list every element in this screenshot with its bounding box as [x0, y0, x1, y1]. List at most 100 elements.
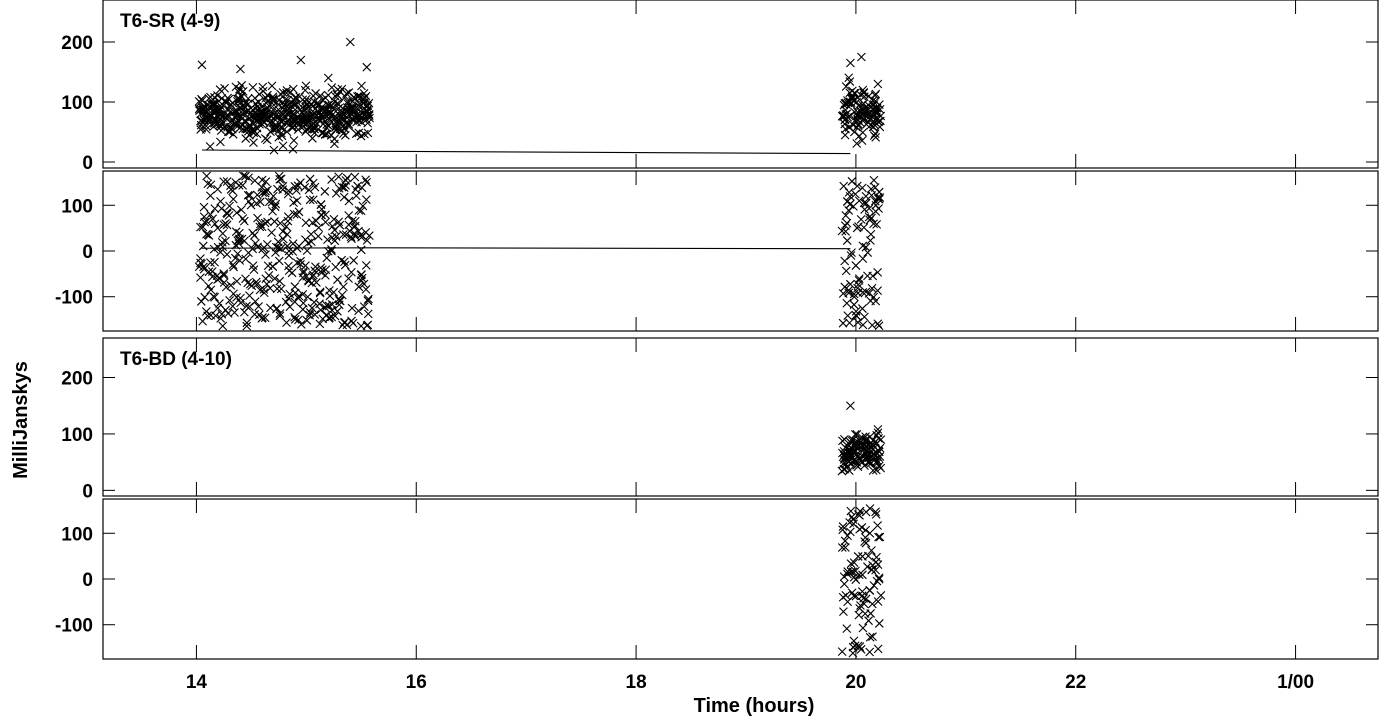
data-point — [847, 248, 856, 257]
data-point — [274, 256, 284, 266]
data-point — [837, 543, 847, 552]
data-point — [309, 297, 319, 307]
data-point — [308, 178, 318, 188]
subplot-frame — [102, 498, 1379, 660]
y-tick-label: -100 — [55, 616, 93, 637]
data-point — [287, 268, 297, 278]
data-point — [845, 445, 855, 455]
data-point — [846, 58, 855, 68]
data-point — [270, 274, 280, 283]
data-point — [289, 209, 299, 219]
data-point — [243, 94, 253, 103]
data-point — [261, 177, 271, 187]
data-point — [860, 312, 869, 322]
data-point — [323, 73, 333, 83]
data-point — [854, 196, 864, 206]
data-point — [848, 567, 858, 577]
data-point — [842, 298, 852, 308]
data-point — [876, 591, 886, 600]
data-point — [230, 253, 240, 263]
x-tick-label: 20 — [845, 672, 866, 693]
data-point — [306, 237, 316, 246]
data-point — [866, 609, 876, 618]
data-point — [858, 254, 868, 264]
data-point — [284, 186, 293, 196]
data-point — [320, 187, 330, 196]
data-point — [363, 320, 373, 330]
data-point — [844, 123, 854, 132]
data-point — [843, 311, 853, 321]
y-tick-label: 0 — [82, 570, 93, 591]
panel-title: T6-SR (4-9) — [120, 11, 220, 32]
data-point — [261, 250, 270, 260]
data-point — [294, 120, 304, 130]
data-point — [362, 177, 372, 187]
data-point — [260, 218, 270, 228]
data-point — [853, 641, 863, 651]
data-point — [228, 301, 238, 311]
data-point — [244, 173, 253, 183]
data-point — [858, 128, 868, 137]
data-point — [849, 558, 859, 567]
data-point — [851, 575, 861, 585]
data-point — [288, 247, 298, 256]
data-point — [838, 522, 848, 531]
data-point — [290, 312, 299, 322]
data-point — [248, 105, 258, 115]
data-point — [217, 238, 227, 247]
data-point — [840, 543, 850, 552]
y-tick-label: 100 — [61, 524, 93, 545]
data-point — [255, 222, 265, 232]
data-point — [239, 216, 249, 226]
data-point — [264, 270, 274, 280]
data-point — [307, 133, 317, 143]
data-point — [275, 311, 285, 321]
data-point — [861, 538, 871, 548]
data-point — [299, 266, 308, 276]
data-point — [850, 429, 860, 439]
data-point — [334, 300, 344, 310]
data-point — [304, 185, 314, 195]
data-point — [201, 121, 211, 131]
data-point — [248, 261, 258, 271]
data-point — [267, 197, 277, 207]
data-point — [353, 181, 362, 191]
data-point — [294, 315, 303, 325]
data-point — [202, 217, 212, 226]
data-point — [265, 283, 275, 293]
data-point — [838, 318, 848, 328]
data-point — [357, 81, 366, 91]
data-point — [238, 180, 248, 190]
data-point — [873, 319, 883, 329]
data-point — [237, 80, 247, 90]
data-point — [846, 401, 855, 411]
data-point — [859, 223, 869, 232]
data-point — [301, 218, 311, 228]
data-point — [856, 214, 866, 224]
data-point — [218, 229, 228, 238]
data-point — [236, 64, 245, 74]
x-tick-label: 1/00 — [1277, 672, 1314, 693]
data-point — [858, 320, 868, 330]
data-point — [264, 197, 274, 207]
data-point — [288, 144, 298, 154]
data-point — [296, 55, 306, 65]
data-point — [289, 198, 298, 208]
data-point — [268, 206, 277, 216]
y-axis-label: MilliJanskys — [10, 361, 32, 479]
data-point — [351, 129, 361, 139]
data-point — [320, 303, 330, 313]
data-point — [861, 525, 871, 535]
data-point — [243, 278, 253, 288]
data-point — [334, 99, 344, 109]
data-point — [310, 310, 320, 319]
data-point — [845, 318, 854, 328]
data-point — [315, 319, 325, 329]
data-point — [263, 217, 272, 227]
data-point — [840, 130, 850, 140]
data-point — [203, 311, 212, 321]
data-point — [235, 256, 245, 265]
data-point — [861, 594, 871, 604]
y-tick-label: 100 — [61, 93, 93, 114]
data-point — [248, 244, 258, 254]
